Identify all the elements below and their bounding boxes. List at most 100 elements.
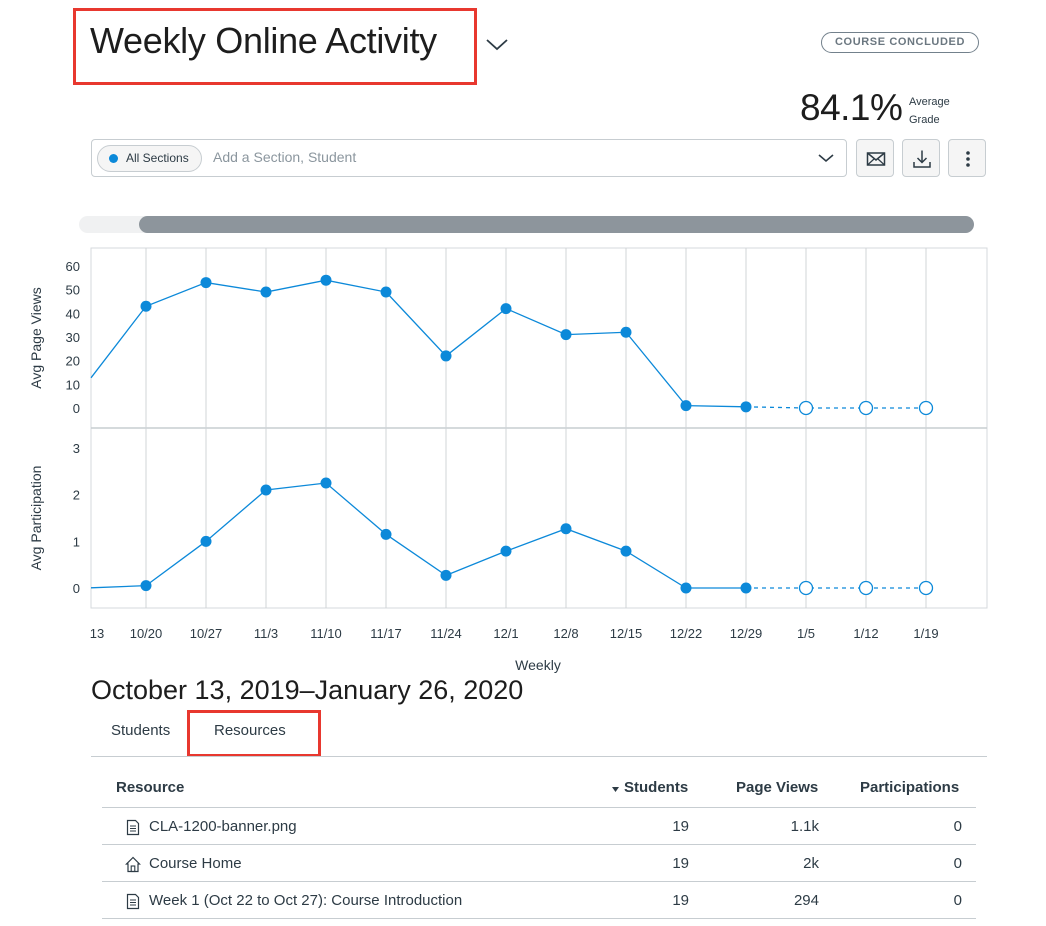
data-point bbox=[260, 484, 272, 496]
x-tick-label: 12/22 bbox=[670, 626, 703, 641]
participations-count: 0 bbox=[953, 892, 962, 909]
students-count: 19 bbox=[672, 855, 689, 872]
data-point bbox=[140, 580, 152, 592]
x-tick-label: 1/5 bbox=[797, 626, 815, 641]
data-point bbox=[200, 277, 212, 289]
download-button[interactable] bbox=[902, 139, 940, 177]
series-line-projected bbox=[745, 406, 926, 409]
column-header-resource[interactable]: Resource bbox=[116, 779, 185, 796]
y-tick-label: 1 bbox=[73, 534, 80, 549]
x-tick-label: 11/3 bbox=[254, 626, 278, 641]
x-tick-label: 12/29 bbox=[730, 626, 763, 641]
data-point bbox=[620, 326, 632, 338]
data-point bbox=[740, 582, 752, 594]
x-tick-label: 13 bbox=[90, 626, 104, 641]
sort-down-icon bbox=[612, 787, 619, 792]
data-point bbox=[380, 528, 392, 540]
date-range-heading: October 13, 2019–January 26, 2020 bbox=[91, 675, 524, 705]
data-point bbox=[320, 477, 332, 489]
page-views-count: 294 bbox=[793, 892, 819, 909]
home-icon bbox=[125, 856, 141, 873]
y-tick-label: 0 bbox=[73, 401, 80, 416]
data-point bbox=[680, 400, 692, 412]
x-tick-label: 11/10 bbox=[310, 626, 342, 641]
data-point bbox=[620, 545, 632, 557]
tabs-divider bbox=[91, 756, 987, 757]
resource-name-link[interactable]: Week 1 (Oct 22 to Oct 27): Course Introd… bbox=[149, 892, 463, 909]
title-highlight-box bbox=[73, 8, 477, 85]
students-count: 19 bbox=[672, 818, 689, 835]
page-views-count: 1.1k bbox=[790, 818, 819, 835]
more-options-button[interactable] bbox=[948, 139, 986, 177]
data-point bbox=[260, 286, 272, 298]
resource-name-link[interactable]: Course Home bbox=[149, 855, 242, 872]
filter-input-placeholder[interactable]: Add a Section, Student bbox=[213, 149, 357, 165]
row-divider bbox=[102, 918, 976, 919]
document-icon bbox=[125, 819, 141, 836]
column-header-students[interactable]: Students bbox=[624, 779, 689, 796]
data-point bbox=[680, 582, 692, 594]
column-header-participations[interactable]: Participations bbox=[860, 779, 960, 796]
row-divider bbox=[102, 881, 976, 882]
y-axis-label: Avg Page Views bbox=[28, 287, 44, 388]
data-point bbox=[440, 350, 452, 362]
envelope-icon bbox=[866, 152, 886, 166]
chart-scroll-thumb[interactable] bbox=[139, 216, 974, 233]
data-point bbox=[740, 401, 752, 413]
y-tick-label: 50 bbox=[66, 283, 80, 298]
data-point bbox=[500, 303, 512, 315]
x-tick-label: 1/12 bbox=[853, 626, 878, 641]
y-tick-label: 30 bbox=[66, 330, 80, 345]
data-point-empty bbox=[858, 580, 874, 596]
x-tick-label: 11/17 bbox=[370, 626, 402, 641]
average-grade-label: Average Grade bbox=[909, 96, 950, 126]
data-point-empty bbox=[798, 580, 814, 596]
x-axis-label: Weekly bbox=[515, 657, 561, 673]
download-icon bbox=[913, 150, 931, 168]
x-tick-label: 10/20 bbox=[130, 626, 163, 641]
y-tick-label: 3 bbox=[73, 441, 80, 456]
participations-count: 0 bbox=[953, 855, 962, 872]
chevron-down-icon[interactable] bbox=[484, 34, 510, 54]
section-student-filter[interactable] bbox=[91, 139, 847, 177]
document-icon bbox=[125, 893, 141, 910]
y-tick-label: 10 bbox=[66, 377, 80, 392]
students-count: 19 bbox=[672, 892, 689, 909]
pill-dot-icon bbox=[109, 154, 118, 163]
average-grade-value: 84.1% bbox=[800, 87, 903, 128]
participations-count: 0 bbox=[953, 818, 962, 835]
page-title: Weekly Online Activity bbox=[90, 20, 437, 61]
y-tick-label: 20 bbox=[66, 354, 80, 369]
x-tick-label: 1/19 bbox=[913, 626, 938, 641]
resource-name-link[interactable]: CLA-1200-banner.png bbox=[149, 818, 297, 835]
data-point bbox=[380, 286, 392, 298]
table-header-rule bbox=[102, 807, 976, 808]
row-divider bbox=[102, 844, 976, 845]
weekly-activity-chart: 0 10 20 30 40 50 60 Avg Page Views 0 1 2 3 Avg Parti… bbox=[28, 247, 988, 673]
page-views-count: 2k bbox=[803, 855, 819, 872]
x-tick-label: 11/24 bbox=[430, 626, 462, 641]
y-tick-label: 40 bbox=[66, 306, 80, 321]
data-point-empty bbox=[798, 400, 814, 416]
data-point bbox=[140, 300, 152, 312]
data-point bbox=[560, 329, 572, 341]
chevron-down-icon[interactable] bbox=[815, 148, 837, 168]
x-tick-label: 12/8 bbox=[553, 626, 578, 641]
message-students-button[interactable] bbox=[856, 139, 894, 177]
column-header-page-views[interactable]: Page Views bbox=[736, 779, 819, 796]
data-point bbox=[500, 545, 512, 557]
series-line bbox=[90, 482, 746, 589]
x-tick-label: 12/1 bbox=[493, 626, 518, 641]
y-tick-label: 0 bbox=[73, 581, 80, 596]
y-tick-label: 2 bbox=[73, 488, 80, 503]
x-tick-label: 12/15 bbox=[610, 626, 643, 641]
data-point-empty bbox=[858, 400, 874, 416]
more-vertical-icon bbox=[966, 151, 970, 167]
tab-students[interactable]: Students bbox=[111, 722, 171, 739]
resources-tab-highlight-box bbox=[187, 710, 321, 757]
series-line bbox=[90, 279, 747, 408]
y-tick-label: 60 bbox=[66, 259, 80, 274]
data-point-empty bbox=[918, 400, 934, 416]
tab-resources[interactable]: Resources bbox=[214, 722, 286, 739]
data-point-empty bbox=[918, 580, 934, 596]
